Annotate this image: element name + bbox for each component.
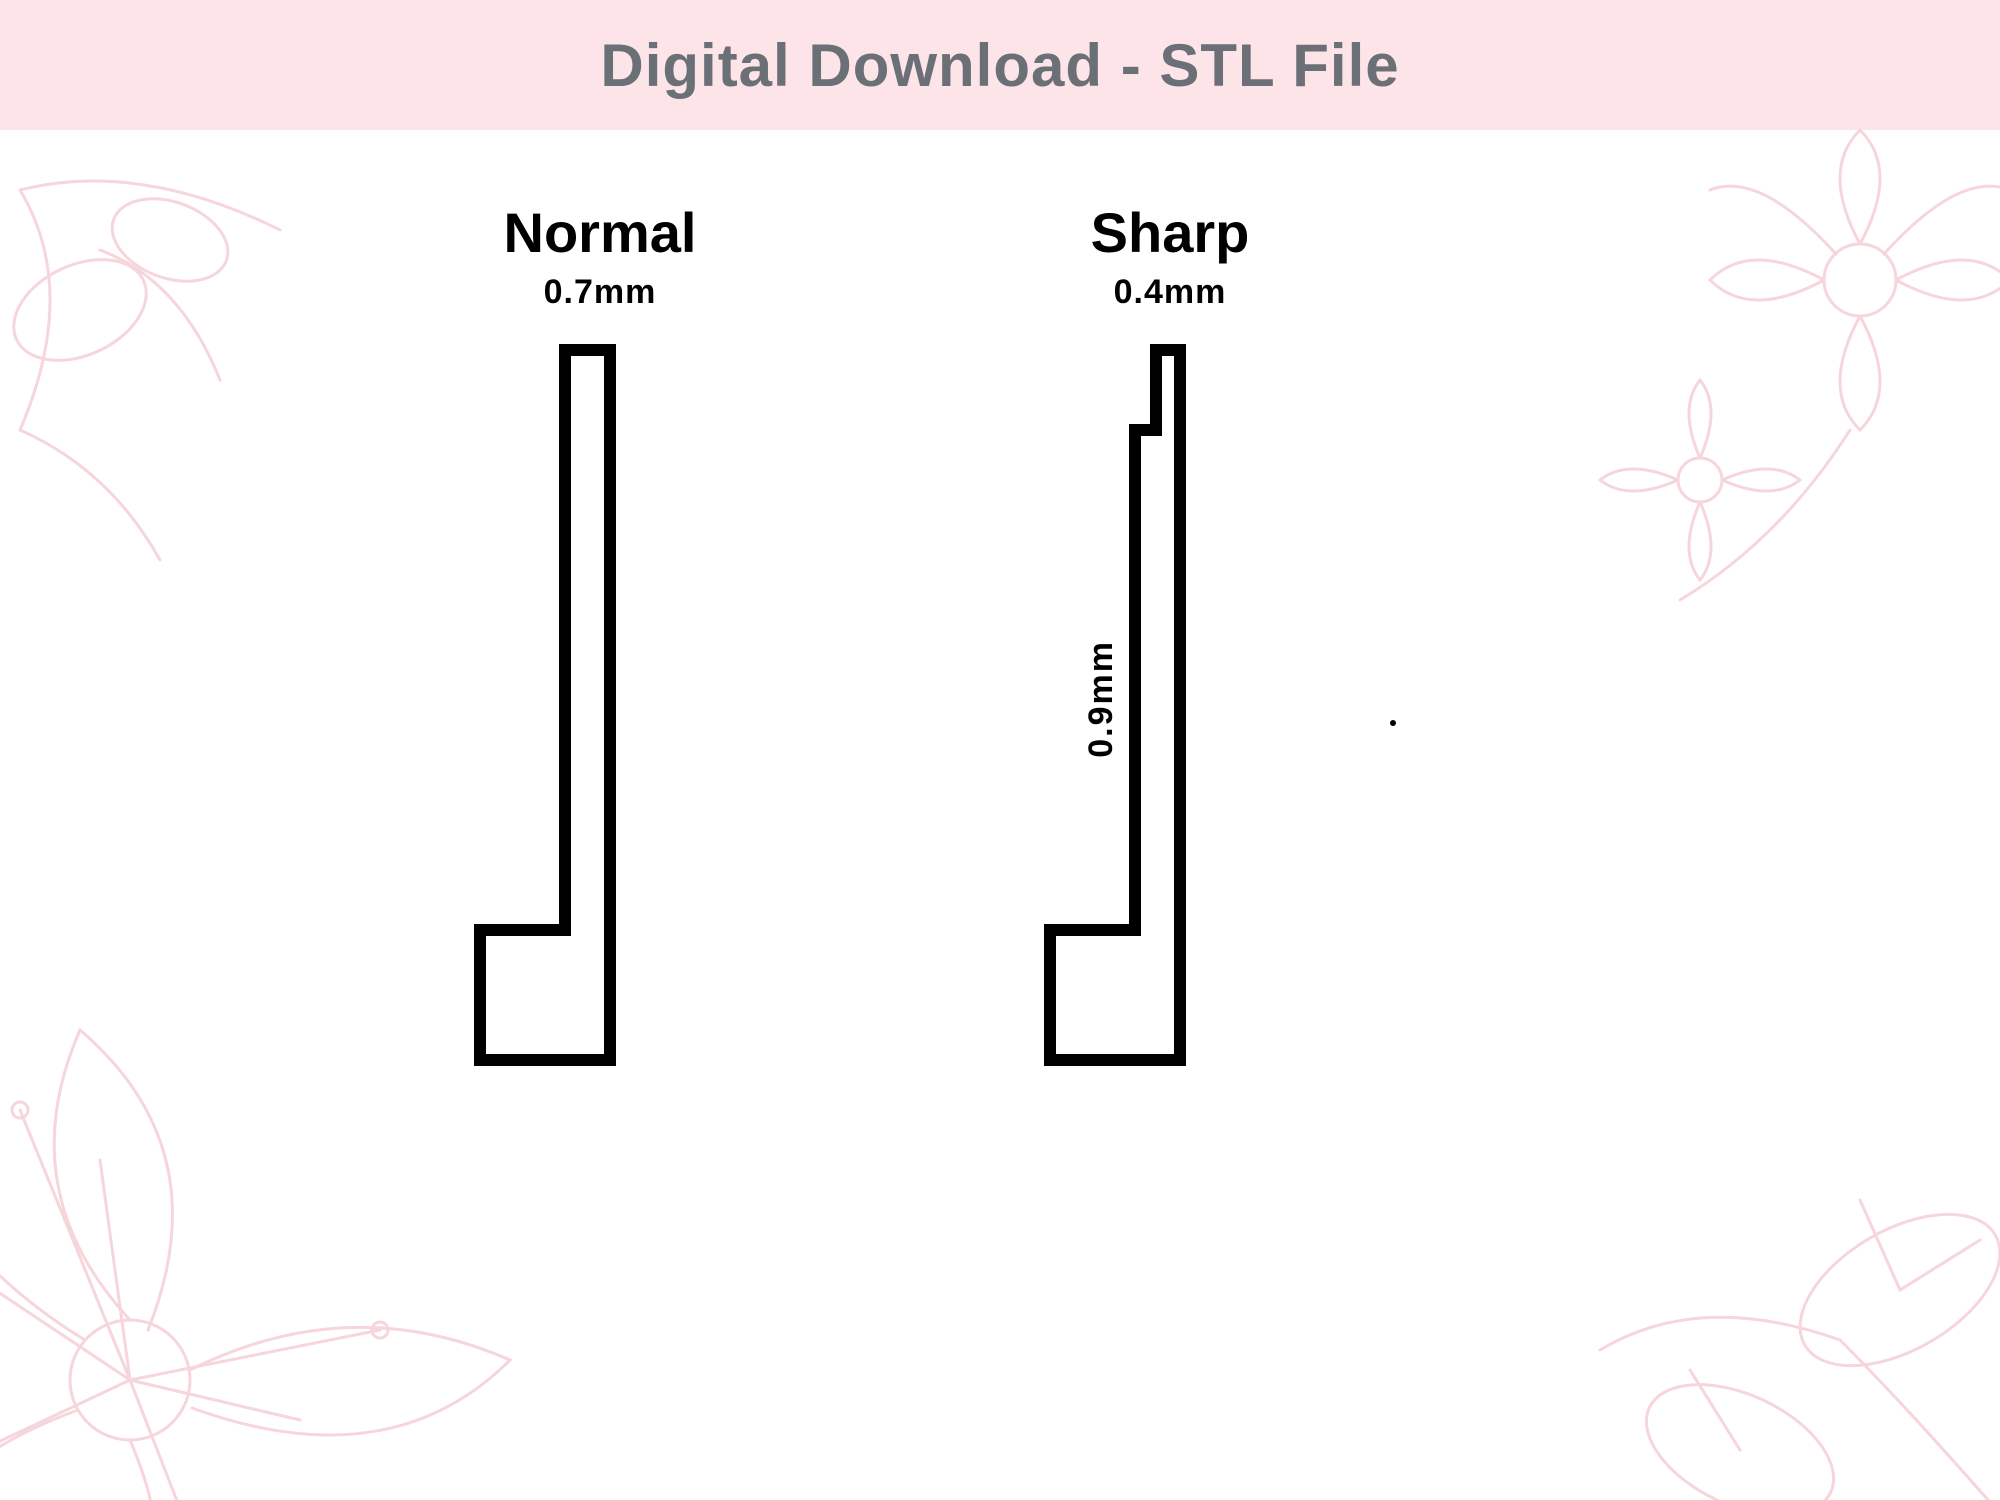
profile-normal-diagram [470,340,730,1085]
stray-dot [1390,720,1396,726]
profile-normal-column: Normal 0.7mm [350,200,850,1085]
profile-sharp-title: Sharp [920,200,1420,265]
profile-sharp-column: Sharp 0.4mm 0.9mm [920,200,1420,1085]
profile-normal-top-label: 0.7mm [350,273,850,312]
profile-normal-title: Normal [350,200,850,265]
profile-sharp-side-label: 0.9mm [1082,640,1121,758]
content-area: Normal 0.7mm Sharp 0.4mm 0.9mm [0,170,2000,1500]
header-banner: Digital Download - STL File [0,0,2000,130]
profile-sharp-top-label: 0.4mm [920,273,1420,312]
banner-title: Digital Download - STL File [600,31,1399,100]
profile-sharp-diagram: 0.9mm [1040,340,1300,1085]
